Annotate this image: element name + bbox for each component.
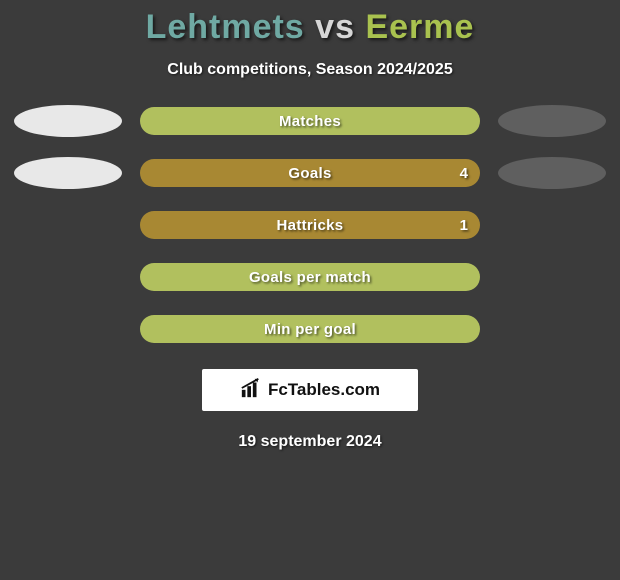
stat-row: Hattricks1 — [14, 209, 606, 241]
player2-ellipse — [498, 105, 606, 137]
stat-row: Goals per match — [14, 261, 606, 293]
stat-row: Matches — [14, 105, 606, 137]
stat-label: Matches — [140, 107, 480, 135]
title-player2: Eerme — [365, 8, 474, 46]
fctables-badge[interactable]: FcTables.com — [202, 369, 418, 411]
stat-bar: Goals4 — [140, 159, 480, 187]
stat-value-right: 4 — [460, 159, 468, 187]
stat-bar: Goals per match — [140, 263, 480, 291]
stat-label: Hattricks — [140, 211, 480, 239]
title-player1: Lehtmets — [146, 8, 305, 46]
player2-ellipse — [498, 209, 606, 241]
badge-text: FcTables.com — [268, 380, 380, 400]
stat-bar: Matches — [140, 107, 480, 135]
player1-ellipse — [14, 209, 122, 241]
player1-ellipse — [14, 105, 122, 137]
player1-ellipse — [14, 157, 122, 189]
bar-chart-icon — [240, 377, 262, 404]
stat-bar: Hattricks1 — [140, 211, 480, 239]
player2-ellipse — [498, 261, 606, 293]
player2-ellipse — [498, 157, 606, 189]
player1-ellipse — [14, 261, 122, 293]
page-title: Lehtmets vs Eerme — [146, 8, 475, 47]
date-label: 19 september 2024 — [238, 433, 381, 451]
stat-label: Goals per match — [140, 263, 480, 291]
stat-label: Min per goal — [140, 315, 480, 343]
stat-label: Goals — [140, 159, 480, 187]
title-vs: vs — [315, 8, 355, 46]
stat-bar: Min per goal — [140, 315, 480, 343]
stat-row: Goals4 — [14, 157, 606, 189]
stats-list: Matches Goals4 Hattricks1 Goals per match Mi… — [14, 79, 606, 345]
player1-ellipse — [14, 313, 122, 345]
subtitle: Club competitions, Season 2024/2025 — [167, 61, 452, 79]
stat-row: Min per goal — [14, 313, 606, 345]
comparison-card: Lehtmets vs Eerme Club competitions, Sea… — [0, 0, 620, 451]
stat-value-right: 1 — [460, 211, 468, 239]
player2-ellipse — [498, 313, 606, 345]
